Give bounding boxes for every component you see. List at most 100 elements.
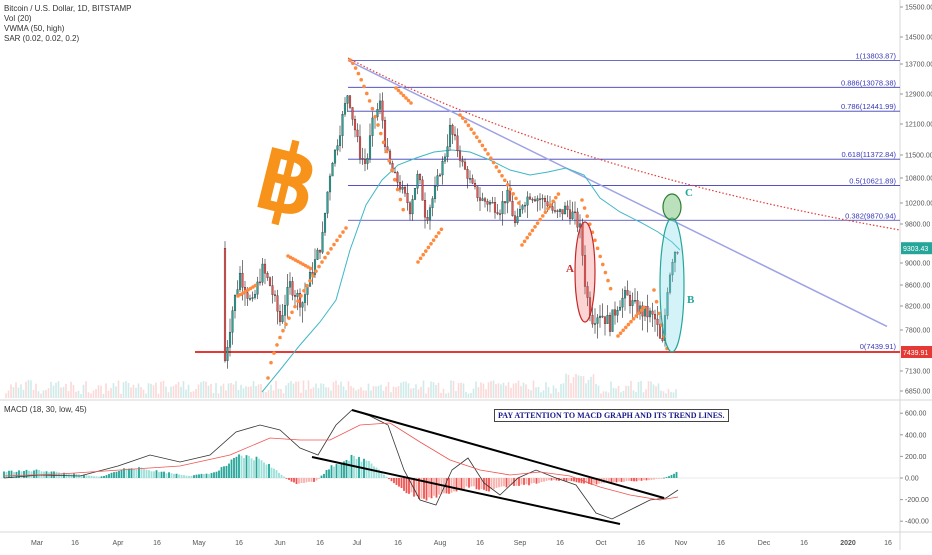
sar-dot xyxy=(290,310,294,315)
sar-dot xyxy=(296,299,300,303)
macd-hist-bar xyxy=(425,478,428,501)
sar-dot xyxy=(365,91,369,96)
macd-hist-bar xyxy=(505,478,508,488)
macd-hist-bar xyxy=(535,478,538,484)
macd-hist-bar xyxy=(450,478,453,493)
macd-hist-bar xyxy=(178,474,180,478)
volume-bar xyxy=(327,387,330,398)
label-c: C xyxy=(685,187,693,199)
candle-body xyxy=(328,175,332,193)
volume-bar xyxy=(277,388,280,398)
macd-hist-bar xyxy=(643,478,645,481)
volume-bar xyxy=(297,381,300,398)
sar-dot xyxy=(418,256,423,261)
macd-hist-bar xyxy=(308,478,310,482)
candle-body xyxy=(573,211,577,214)
fib-level-label: 0.786(12441.99) xyxy=(841,102,897,111)
macd-hist-bar xyxy=(35,469,38,478)
volume-bar xyxy=(105,383,107,398)
volume-bar xyxy=(152,385,155,398)
volume-bar xyxy=(265,392,267,398)
volume-bar xyxy=(100,385,102,398)
price-tag-last-bg xyxy=(901,242,932,255)
y-tick-label: 7130.00 xyxy=(905,369,930,376)
macd-hist-bar xyxy=(188,475,190,478)
macd-hist-bar xyxy=(120,469,123,478)
candle-body xyxy=(633,300,637,302)
macd-hist-bar xyxy=(95,476,98,478)
macd-hist-bar xyxy=(203,474,205,478)
y-tick-label: 8200.00 xyxy=(905,304,930,311)
volume-bar xyxy=(302,380,305,398)
volume-bar xyxy=(560,383,562,398)
candle-body xyxy=(441,161,444,176)
volume-bar xyxy=(60,387,62,398)
sar-dot xyxy=(332,242,336,247)
candle-body xyxy=(336,145,339,151)
candle-body xyxy=(381,100,384,121)
candle-body xyxy=(461,160,464,163)
sar-dot xyxy=(381,140,386,145)
candle-body xyxy=(528,196,532,200)
volume-bar xyxy=(630,380,632,398)
volume-bar xyxy=(585,383,587,398)
volume-bar xyxy=(652,384,655,398)
macd-hist-bar xyxy=(325,469,328,478)
y-tick-label: 11500.00 xyxy=(905,153,932,160)
ellipse-a xyxy=(574,221,596,323)
macd-hist-bar xyxy=(105,475,108,478)
macd-hist-bar xyxy=(315,478,318,481)
macd-hist-bar xyxy=(540,478,543,483)
volume-bar xyxy=(5,393,7,398)
volume-bar xyxy=(657,383,660,398)
sar-dot xyxy=(302,288,306,293)
candle-body xyxy=(491,202,494,204)
y-tick-label: 10200.00 xyxy=(905,201,932,208)
macd-hist-bar xyxy=(673,473,675,478)
sar-dot xyxy=(308,266,313,271)
sar-dot xyxy=(556,192,561,196)
candle-body xyxy=(366,158,369,164)
volume-bar xyxy=(32,389,35,398)
candle-body xyxy=(648,310,652,318)
volume-bar xyxy=(465,392,467,398)
macd-hist-bar xyxy=(183,475,185,478)
macd-hist-bar xyxy=(345,459,348,478)
candle-body xyxy=(508,189,512,202)
sar-dot xyxy=(426,245,431,250)
volume-bar xyxy=(482,383,485,398)
macd-hist-bar xyxy=(340,463,343,478)
macd-y-tick-label: -400.00 xyxy=(905,519,929,526)
sar-dot xyxy=(394,86,398,90)
volume-bar xyxy=(570,383,572,398)
volume-bar xyxy=(382,390,385,398)
macd-hist-bar xyxy=(655,478,658,479)
candle-body xyxy=(398,182,402,190)
dotted-arc-line xyxy=(347,57,901,231)
volume-bar xyxy=(292,383,295,398)
macd-hist-bar xyxy=(155,470,158,478)
legend-vwma: VWMA (50, high) xyxy=(4,24,65,33)
fib-level-label: 1(13803.87) xyxy=(856,51,897,60)
volume-bar xyxy=(487,382,490,398)
volume-bar xyxy=(545,382,547,398)
x-tick-label: Mar xyxy=(31,540,44,547)
macd-hist-bar xyxy=(615,478,618,483)
x-tick-label: 16 xyxy=(235,540,243,547)
volume-bar xyxy=(572,377,575,398)
volume-bar xyxy=(555,388,557,398)
macd-hist-bar xyxy=(455,478,458,492)
macd-hist-bar xyxy=(333,466,335,478)
macd-hist-bar xyxy=(520,478,523,485)
volume-bar xyxy=(122,382,125,398)
candle-body xyxy=(546,201,549,207)
candle-body xyxy=(371,117,374,136)
macd-hist-bar xyxy=(168,472,170,478)
volume-bar xyxy=(47,388,50,398)
macd-hist-bar xyxy=(80,475,83,478)
candle-body xyxy=(291,281,294,296)
volume-bar xyxy=(610,381,612,398)
macd-hist-bar xyxy=(133,469,135,478)
